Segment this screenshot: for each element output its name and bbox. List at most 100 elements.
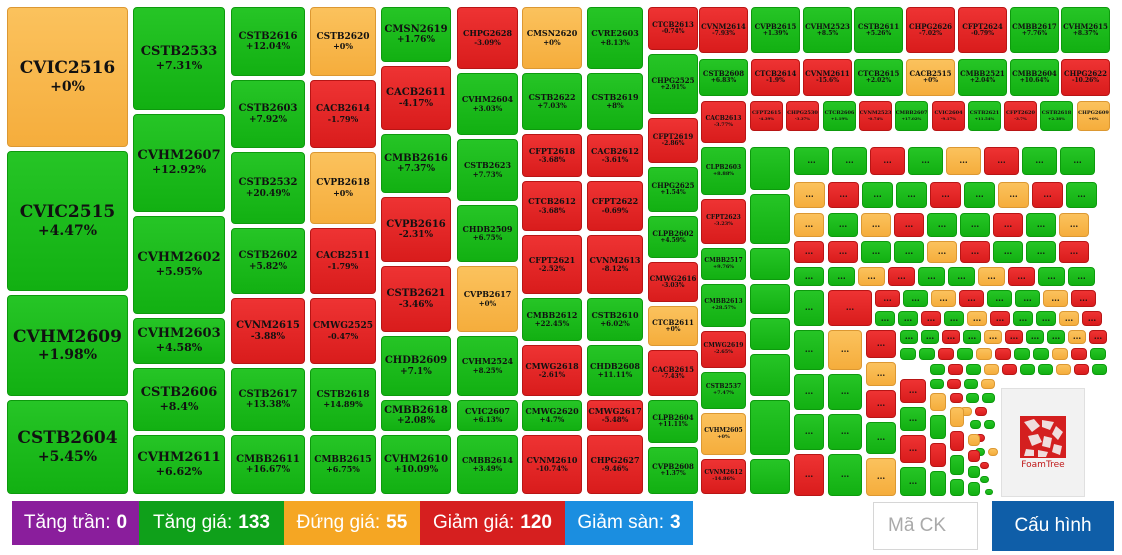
stock-tile-cstb2606[interactable]: CSTB2606 +8.4%: [133, 368, 225, 431]
stock-tile-small[interactable]: [1038, 364, 1053, 375]
stock-tile-ctcb2614[interactable]: CTCB2614 -1.9%: [751, 59, 800, 96]
stock-tile-small[interactable]: ...: [1043, 290, 1068, 307]
stock-tile-small[interactable]: ...: [1026, 213, 1056, 237]
stock-tile-small[interactable]: ...: [984, 330, 1002, 344]
stock-tile-small[interactable]: ...: [900, 407, 926, 431]
stock-tile-cmwg2618[interactable]: CMWG2618 -2.61%: [522, 345, 582, 396]
stock-tile-cstb2618[interactable]: CSTB2618 +14.89%: [310, 368, 376, 431]
stock-tile-cvnm2614[interactable]: CVNM2614 -7.93%: [699, 7, 748, 53]
stock-tile-small[interactable]: ...: [1082, 311, 1102, 326]
stock-tile-small[interactable]: ...: [1036, 311, 1056, 326]
stock-tile-small[interactable]: ...: [862, 182, 893, 208]
stock-tile-cmwg2617[interactable]: CMWG2617 -5.48%: [587, 400, 643, 431]
stock-tile-small[interactable]: ...: [1068, 267, 1095, 286]
stock-tile-cvnm2615[interactable]: CVNM2615 -3.88%: [231, 298, 305, 364]
stock-tile-small[interactable]: ...: [828, 414, 862, 450]
stock-tile-small[interactable]: ...: [921, 311, 941, 326]
stock-tile-cacb2614[interactable]: CACB2614 -1.79%: [310, 80, 376, 148]
stock-tile-cvpb2617[interactable]: CVPB2617 +0%: [457, 266, 518, 332]
stock-tile-cfpt2623[interactable]: CFPT2623 -3.23%: [701, 199, 746, 244]
stock-tile-small[interactable]: [984, 420, 995, 429]
stock-tile-cvre2603[interactable]: CVRE2603 +8.13%: [587, 7, 643, 69]
stock-tile-ctcb2611[interactable]: CTCB2611 +0%: [648, 306, 698, 346]
stock-tile-cstb2618[interactable]: CSTB2618 +2.38%: [1040, 101, 1073, 131]
stock-tile-small[interactable]: ...: [1059, 311, 1079, 326]
stock-tile-small[interactable]: [930, 393, 946, 411]
stock-tile-small[interactable]: ...: [900, 467, 926, 496]
stock-tile-small[interactable]: [1052, 348, 1068, 360]
stock-tile-small[interactable]: [950, 393, 963, 403]
stock-tile-cmbb2611[interactable]: CMBB2611 +16.67%: [231, 435, 305, 494]
stock-tile-cvnm2611[interactable]: CVNM2611 -15.6%: [803, 59, 852, 96]
stock-tile-cfpt2620[interactable]: CFPT2620 -3.7%: [1004, 101, 1037, 131]
stock-tile-small[interactable]: [1014, 348, 1030, 360]
stock-tile-cstb2602[interactable]: CSTB2602 +5.82%: [231, 228, 305, 294]
stock-tile-small[interactable]: ...: [1022, 147, 1057, 175]
stock-tile-small[interactable]: ...: [794, 290, 824, 326]
stock-tile-chpg2627[interactable]: CHPG2627 -9.46%: [587, 435, 643, 494]
stock-tile-small[interactable]: [947, 379, 961, 389]
stock-tile-small[interactable]: ...: [960, 241, 990, 263]
stock-tile-cvpb2616[interactable]: CVPB2616 -2.31%: [381, 197, 451, 262]
stock-tile-cvhm2605[interactable]: CVHM2605 +0%: [701, 413, 746, 455]
stock-tile-cvhm2604[interactable]: CVHM2604 +3.03%: [457, 73, 518, 135]
stock-tile-small[interactable]: [957, 348, 973, 360]
stock-tile-small[interactable]: [930, 443, 946, 467]
stock-tile-small[interactable]: ...: [828, 374, 862, 410]
stock-tile-small[interactable]: [1090, 348, 1106, 360]
stock-tile-small[interactable]: ...: [794, 241, 824, 263]
stock-tile-cacb2613[interactable]: CACB2613 -3.77%: [701, 101, 746, 143]
stock-tile-small[interactable]: [968, 434, 980, 446]
stock-tile-cvnm2523[interactable]: CVNM2523 -0.74%: [859, 101, 892, 131]
stock-tile-cfpt2621[interactable]: CFPT2621 -2.52%: [522, 235, 582, 294]
stock-tile-chpg2625[interactable]: CHPG2625 +1.54%: [648, 167, 698, 212]
stock-tile-cvhm2611[interactable]: CVHM2611 +6.62%: [133, 435, 225, 494]
stock-tile-small[interactable]: ...: [866, 330, 896, 358]
stock-tile-small[interactable]: ...: [963, 330, 981, 344]
stock-tile-small[interactable]: [968, 450, 980, 462]
stock-tile-cmbb2612[interactable]: CMBB2612 +22.45%: [522, 298, 582, 341]
stock-tile-chpg2609[interactable]: CHPG2609 +0%: [1077, 101, 1110, 131]
stock-tile-small[interactable]: ...: [828, 330, 862, 370]
stock-tile-small[interactable]: [1033, 348, 1049, 360]
stock-tile-small[interactable]: ...: [960, 213, 990, 237]
stock-tile-small[interactable]: ...: [828, 241, 858, 263]
stock-tile-cvhm2523[interactable]: CVHM2523 +8.5%: [803, 7, 852, 53]
stock-tile-small[interactable]: [930, 379, 944, 389]
stock-tile-small[interactable]: ...: [794, 147, 829, 175]
stock-tile-cmwg2619[interactable]: CMWG2619 -2.65%: [701, 331, 746, 368]
stock-tile-small[interactable]: [984, 364, 999, 375]
stock-tile-small[interactable]: [1092, 364, 1107, 375]
stock-tile-small[interactable]: [975, 407, 987, 416]
stock-tile-cmbb2618[interactable]: CMBB2618 +2.08%: [381, 400, 451, 431]
stock-code-search-input[interactable]: [873, 502, 978, 550]
stock-tile-small[interactable]: ...: [993, 213, 1023, 237]
stock-tile-chpg2622[interactable]: CHPG2622 -10.26%: [1061, 59, 1110, 96]
stock-tile-small[interactable]: [950, 455, 964, 475]
stock-tile-cstb2533[interactable]: CSTB2533 +7.31%: [133, 7, 225, 110]
stock-tile-cvnm2613[interactable]: CVNM2613 -8.12%: [587, 235, 643, 294]
stock-tile-small[interactable]: [1071, 348, 1087, 360]
stock-tile-small[interactable]: ...: [866, 422, 896, 454]
stock-tile-small[interactable]: [948, 364, 963, 375]
stock-tile-small[interactable]: ...: [1032, 182, 1063, 208]
stock-tile-small[interactable]: [981, 379, 995, 389]
stock-tile-cacb2511[interactable]: CACB2511 -1.79%: [310, 228, 376, 294]
stock-tile-clpb2604[interactable]: CLPB2604 +11.11%: [648, 400, 698, 443]
stock-tile-small[interactable]: ...: [794, 414, 824, 450]
stock-tile-cstb2608[interactable]: CSTB2608 +6.83%: [699, 59, 748, 96]
stock-tile-small[interactable]: ...: [1005, 330, 1023, 344]
stock-tile-cvic2607[interactable]: CVIC2607 +6.13%: [457, 400, 518, 431]
stock-tile-small[interactable]: ...: [1059, 241, 1089, 263]
stock-tile-small[interactable]: ...: [794, 213, 824, 237]
stock-tile-cvic2604[interactable]: CVIC2604 -9.17%: [932, 101, 965, 131]
stock-tile-cstb2610[interactable]: CSTB2610 +6.02%: [587, 298, 643, 341]
stock-tile-cmbb2604[interactable]: CMBB2604 +10.64%: [1010, 59, 1059, 96]
stock-tile-small[interactable]: ...: [1015, 290, 1040, 307]
stock-tile-small[interactable]: [1002, 364, 1017, 375]
stock-tile-small[interactable]: ...: [921, 330, 939, 344]
stock-tile-small[interactable]: ...: [1066, 182, 1097, 208]
stock-tile-ctcb2613[interactable]: CTCB2613 -0.74%: [648, 7, 698, 50]
stock-tile-ctcb2615[interactable]: CTCB2615 +2.02%: [854, 59, 903, 96]
stock-tile-cvnm2612[interactable]: CVNM2612 -14.86%: [701, 459, 746, 494]
